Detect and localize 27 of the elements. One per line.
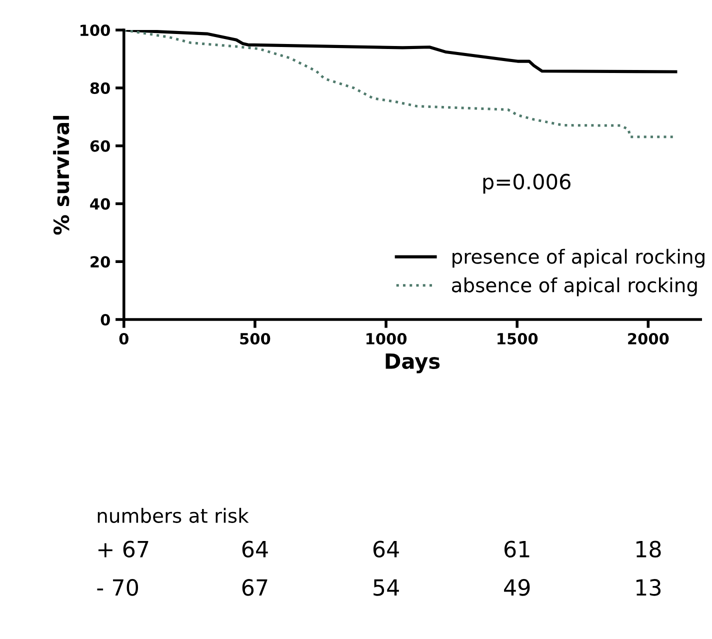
y-tick-label: 60 — [90, 140, 110, 152]
text: + 67 — [98, 540, 148, 558]
text: 49 — [504, 579, 530, 596]
text: 64 — [242, 540, 268, 558]
text: 67 — [242, 579, 268, 596]
x-tick-label: 2000 — [628, 332, 669, 345]
text: 13 — [636, 579, 661, 596]
text: - 70 — [97, 579, 138, 596]
text: 64 — [373, 540, 399, 558]
text: 18 — [636, 540, 661, 558]
text: 61 — [504, 540, 530, 558]
x-tick-label: 0 — [119, 332, 128, 345]
x-tick-label: 1500 — [498, 332, 538, 345]
x-tick-label: 500 — [240, 332, 270, 345]
annotation: p=0.006 — [483, 174, 570, 194]
y-tick-label: 0 — [100, 314, 110, 326]
y-tick-label: 40 — [90, 198, 110, 210]
y-tick-label: 100 — [80, 24, 110, 36]
y-tick-label: 20 — [90, 256, 110, 268]
x-axis-title: Days — [386, 354, 440, 374]
legend-label: absence of apical rocking — [452, 277, 697, 296]
legend-label: presence of apical rocking — [452, 248, 704, 268]
text: numbers at risk — [98, 508, 249, 523]
y-tick-label: 80 — [90, 82, 110, 94]
y-axis-title: % survival — [53, 116, 70, 235]
text: 54 — [374, 579, 399, 596]
x-tick-label: 1000 — [366, 332, 407, 345]
